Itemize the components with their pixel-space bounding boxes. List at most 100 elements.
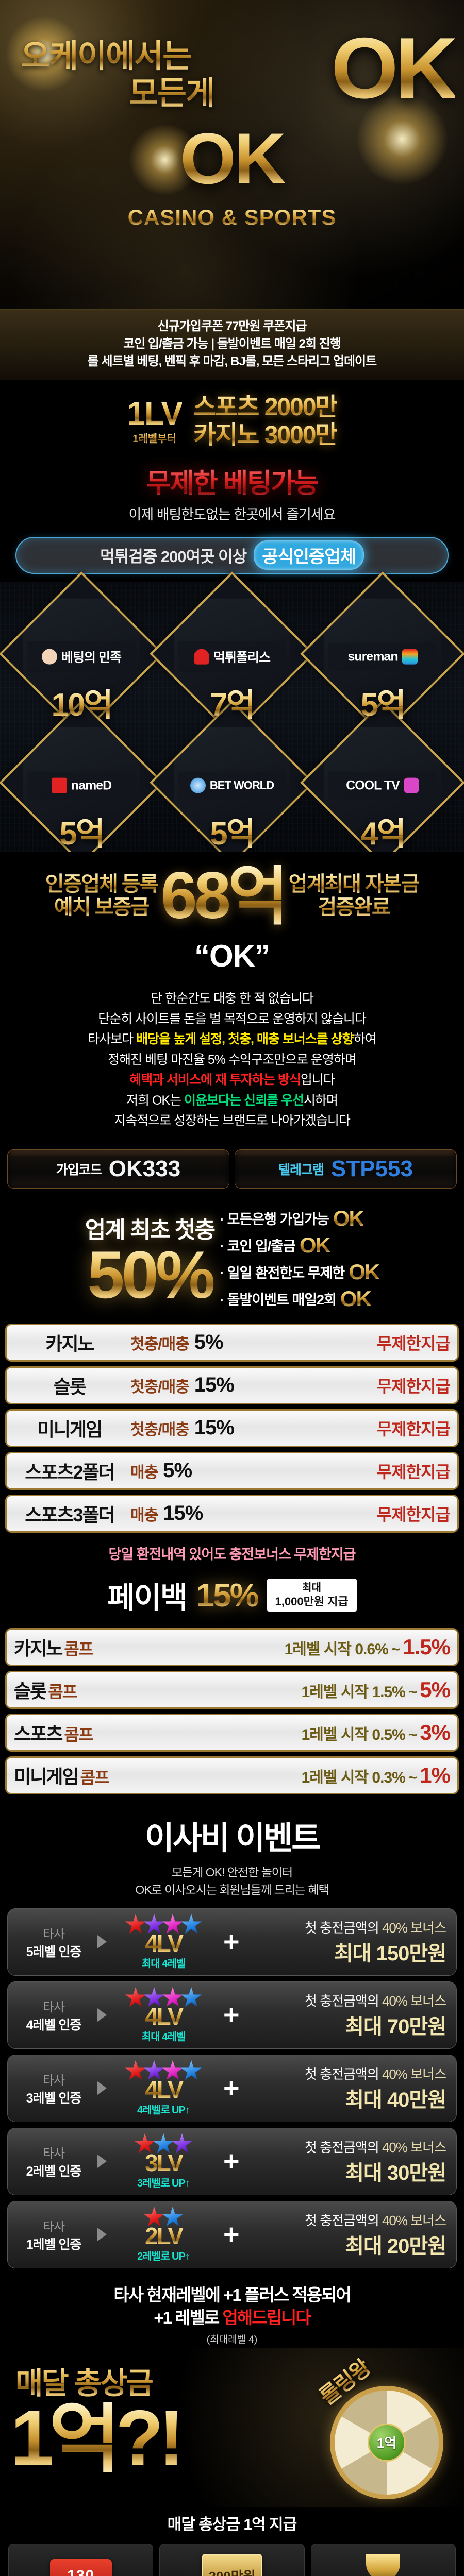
comp-category: 카지노 콤프 <box>14 1637 93 1659</box>
card-to: 3LV 3레벨로 UP↑ <box>112 2133 215 2190</box>
capital-left-top: 인증업체 등록 <box>45 872 159 895</box>
join-code-value: OK333 <box>108 1156 181 1181</box>
benefit-text: · 코인 입/출금 <box>220 1239 296 1255</box>
notice-line: 신규가입쿠폰 77만원 쿠폰지급 <box>157 319 307 333</box>
bonus-category: 슬롯 <box>53 1376 87 1397</box>
capital-right-top: 업계최대 자본금 <box>288 872 420 895</box>
statement-highlight-green: 이윤보다는 신뢰를 우선 <box>184 1093 304 1108</box>
arrow-right-icon <box>97 2155 107 2168</box>
rainbow-icon <box>402 649 418 665</box>
statement-line: 타사보다 배당을 높게 설정, 첫충, 매충 보너스를 상향하여 <box>88 1032 377 1047</box>
statement-highlight-red: 혜택과 서비스에 재 투자하는 방식 <box>129 1073 301 1088</box>
card-bonus-max: 최대 70만원 <box>345 2015 446 2038</box>
cert-site-card: sureman 5억 <box>300 571 464 736</box>
card-from-label: 타사 <box>42 1927 65 1941</box>
moving-note-line2: +1 레벨로 업해드립니다 <box>154 2308 311 2328</box>
capital-right-bottom: 검증완료 <box>289 896 419 919</box>
cert-site-card: 먹튀폴리스 7억 <box>150 571 314 736</box>
moving-event-card: 타사 1레벨 인증 2LV 2레벨로 UP↑ + 첫 충전금액의 40% 보너스… <box>7 2200 457 2268</box>
moving-event-subtitle: 모든게 OK! 안전한 놀이터 OK로 이사오시는 회원님들께 드리는 혜택 <box>0 1863 464 1908</box>
comp-start: 1레벨 시작 0.5% <box>301 1726 406 1743</box>
comp-row: 슬롯 콤프 1레벨 시작 1.5% ~ 5% <box>5 1670 459 1709</box>
payback-section: 페이백 15% 최대 1,000만원 지급 <box>0 1568 464 1624</box>
soccer-ball-icon <box>190 777 206 793</box>
ticket-icon: 130 <box>49 2558 112 2576</box>
bonus-row: 카지노 첫충/매충 5% 무제한지급 <box>5 1323 459 1362</box>
cert-site-card: nameD 5억 <box>0 700 164 865</box>
first-charge-benefit-list: · 모든은행 가입가능 OK · 코인 입/출금 OK · 일일 환전한도 무제… <box>220 1206 380 1311</box>
card-from: 타사 4레벨 인증 <box>15 1997 92 2033</box>
comp-start: 1레벨 시작 1.5% <box>301 1683 406 1701</box>
card-level: 2LV <box>112 2224 215 2248</box>
first-charge-percent: 50% <box>85 1241 215 1308</box>
card-level-caption: 3레벨로 UP↑ <box>137 2177 190 2189</box>
first-charge-title: 업계 최초 첫충 <box>85 1217 216 1243</box>
notice-line: 롤 세트별 베팅, 벤픽 후 마감, BJ롤, 모든 스타리그 업데이트 <box>87 354 377 369</box>
card-level-caption: 4레벨로 UP↑ <box>137 2104 190 2116</box>
comp-tilde: ~ <box>408 1683 418 1701</box>
join-code-button[interactable]: 가입코드 OK333 <box>7 1149 229 1189</box>
capital-banner: 인증업체 등록 예치 보증금 68억 업계최대 자본금 검증완료 “OK” <box>0 852 464 985</box>
benefit-ok-mark: OK <box>333 1206 364 1230</box>
level-badge-value: 1LV <box>127 395 183 432</box>
star-rating <box>112 1913 215 1936</box>
event-card-image <box>310 2543 456 2576</box>
bonus-row: 스포츠2폴더 매충 5% 무제한지급 <box>5 1451 459 1490</box>
notice-line: 코인 입/출금 가능 | 돌발이벤트 매일 2회 진행 <box>123 337 341 351</box>
benefit-ok-mark: OK <box>299 1232 331 1257</box>
moving-event-card: 타사 4레벨 인증 4LV 최대 4레벨 + 첫 충전금액의 40 <box>7 1981 457 2049</box>
capital-amount: 68억 <box>160 858 289 933</box>
bonus-note: 무제한지급 <box>376 1334 451 1353</box>
police-light-icon <box>193 649 209 665</box>
comp-range: 1레벨 시작 0.5% ~ 3% <box>301 1720 451 1745</box>
card-bonus: 첫 충전금액의 40% 보너스 최대 150만원 <box>305 1918 449 1967</box>
bonus-category: 미니게임 <box>37 1418 103 1440</box>
telegram-button[interactable]: 텔레그램 STP553 <box>235 1149 457 1189</box>
unlimited-betting-sub: 이제 배팅한도없는 한곳에서 즐기세요 <box>128 506 336 522</box>
payback-cap-line2: 1,000만원 지급 <box>275 1595 349 1608</box>
star-rating <box>112 1987 215 2009</box>
arrow-right-icon <box>97 2081 107 2095</box>
comp-category: 슬롯 콤프 <box>14 1680 77 1702</box>
comp-tilde: ~ <box>408 1726 418 1743</box>
card-to: 4LV 4레벨로 UP↑ <box>112 2060 215 2116</box>
bonus-category: 스포츠3폴더 <box>25 1504 115 1526</box>
payback-label: 페이백 <box>107 1581 188 1615</box>
card-bonus-text: 첫 충전금액의 40% 보너스 <box>305 2066 446 2082</box>
comp-row: 카지노 콤프 1레벨 시작 0.6% ~ 1.5% <box>5 1628 459 1666</box>
card-to: 4LV 최대 4레벨 <box>112 1913 215 1970</box>
cert-site-name: 먹튀폴리스 <box>213 650 270 665</box>
comp-tilde: ~ <box>408 1769 418 1786</box>
certification-badge: 공식인증업체 <box>254 540 364 570</box>
betting-limits-section: 1LV 1레벨부터 스포츠 2000만 카지노 3000만 무제한 베팅가능 이… <box>0 380 464 582</box>
card-from-label: 타사 <box>42 2219 65 2234</box>
comp-high: 5% <box>420 1677 451 1702</box>
card-bonus: 첫 충전금액의 40% 보너스 최대 70만원 <box>305 1991 449 2040</box>
tv-icon <box>403 777 419 793</box>
card-from-level: 4레벨 인증 <box>26 2018 82 2032</box>
card-bonus-text: 첫 충전금액의 40% 보너스 <box>305 1993 446 2009</box>
hero-ok-logo: OK <box>0 123 464 195</box>
bonus-type: 매충 <box>130 1464 158 1481</box>
mission-statement: 단 한순간도 대충 한 적 없습니다 단순히 사이트를 돈을 벌 목적으로 운영… <box>0 984 464 1144</box>
cert-site-name: sureman <box>347 649 398 664</box>
telegram-value: STP553 <box>331 1156 413 1181</box>
site-logo-icon <box>42 649 58 665</box>
card-level-caption: 최대 4레벨 <box>141 1958 186 1970</box>
statement-line: 단 한순간도 대충 한 적 없습니다 <box>151 991 314 1006</box>
card-bonus: 첫 충전금액의 40% 보너스 최대 40만원 <box>305 2064 449 2113</box>
bonus-note: 무제한지급 <box>376 1419 451 1438</box>
benefit-text: · 돌발이벤트 매일2회 <box>220 1292 337 1308</box>
comp-high: 1.5% <box>403 1634 451 1659</box>
comp-range: 1레벨 시작 0.6% ~ 1.5% <box>285 1634 451 1659</box>
bonus-type: 매충 <box>130 1506 158 1524</box>
moving-event-title: 이사비 이벤트 <box>144 1820 321 1856</box>
money-box-text: 200만원 <box>208 2566 255 2576</box>
card-from-label: 타사 <box>42 2073 65 2088</box>
bonus-row: 스포츠3폴더 매충 15% 무제한지급 <box>5 1494 459 1533</box>
join-code-label: 가입코드 <box>56 1162 102 1177</box>
payback-cap: 최대 1,000만원 지급 <box>267 1578 357 1612</box>
card-level: 4LV <box>112 1931 215 1955</box>
cert-site-name: BET WORLD <box>209 778 274 792</box>
